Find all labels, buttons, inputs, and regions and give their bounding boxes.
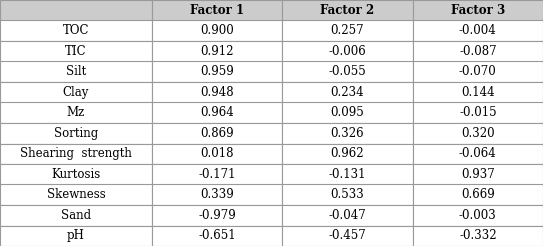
Text: Silt: Silt — [66, 65, 86, 78]
Text: Factor 2: Factor 2 — [320, 4, 375, 17]
Text: TIC: TIC — [65, 45, 87, 58]
Text: -0.004: -0.004 — [459, 24, 497, 37]
Text: 0.959: 0.959 — [200, 65, 234, 78]
Text: 0.018: 0.018 — [200, 147, 234, 160]
Text: 0.234: 0.234 — [331, 86, 364, 99]
Text: 0.095: 0.095 — [331, 106, 364, 119]
Text: Factor 3: Factor 3 — [451, 4, 505, 17]
Text: -0.131: -0.131 — [329, 168, 367, 181]
Text: -0.015: -0.015 — [459, 106, 497, 119]
Text: Sand: Sand — [61, 209, 91, 222]
Text: 0.900: 0.900 — [200, 24, 234, 37]
Text: -0.087: -0.087 — [459, 45, 497, 58]
Text: 0.257: 0.257 — [331, 24, 364, 37]
Text: -0.457: -0.457 — [329, 229, 367, 242]
Text: 0.964: 0.964 — [200, 106, 234, 119]
Text: 0.326: 0.326 — [331, 127, 364, 140]
Text: 0.948: 0.948 — [200, 86, 234, 99]
Text: Factor 1: Factor 1 — [190, 4, 244, 17]
Text: Skewness: Skewness — [47, 188, 105, 201]
Text: -0.055: -0.055 — [329, 65, 367, 78]
Text: -0.047: -0.047 — [329, 209, 367, 222]
Text: -0.003: -0.003 — [459, 209, 497, 222]
Text: 0.533: 0.533 — [331, 188, 364, 201]
Text: -0.979: -0.979 — [198, 209, 236, 222]
Text: Clay: Clay — [63, 86, 89, 99]
Text: -0.651: -0.651 — [198, 229, 236, 242]
Text: Kurtosis: Kurtosis — [52, 168, 100, 181]
Text: Shearing  strength: Shearing strength — [20, 147, 132, 160]
Text: -0.171: -0.171 — [198, 168, 236, 181]
Text: TOC: TOC — [63, 24, 89, 37]
Text: -0.332: -0.332 — [459, 229, 497, 242]
Text: 0.869: 0.869 — [200, 127, 234, 140]
Text: 0.962: 0.962 — [331, 147, 364, 160]
Text: 0.320: 0.320 — [461, 127, 495, 140]
Text: -0.006: -0.006 — [329, 45, 367, 58]
Text: pH: pH — [67, 229, 85, 242]
Text: Sorting: Sorting — [54, 127, 98, 140]
Text: 0.669: 0.669 — [461, 188, 495, 201]
Text: -0.070: -0.070 — [459, 65, 497, 78]
Text: 0.339: 0.339 — [200, 188, 234, 201]
Text: 0.144: 0.144 — [461, 86, 495, 99]
Text: 0.912: 0.912 — [200, 45, 234, 58]
Text: 0.937: 0.937 — [461, 168, 495, 181]
Text: -0.064: -0.064 — [459, 147, 497, 160]
Text: Mz: Mz — [67, 106, 85, 119]
